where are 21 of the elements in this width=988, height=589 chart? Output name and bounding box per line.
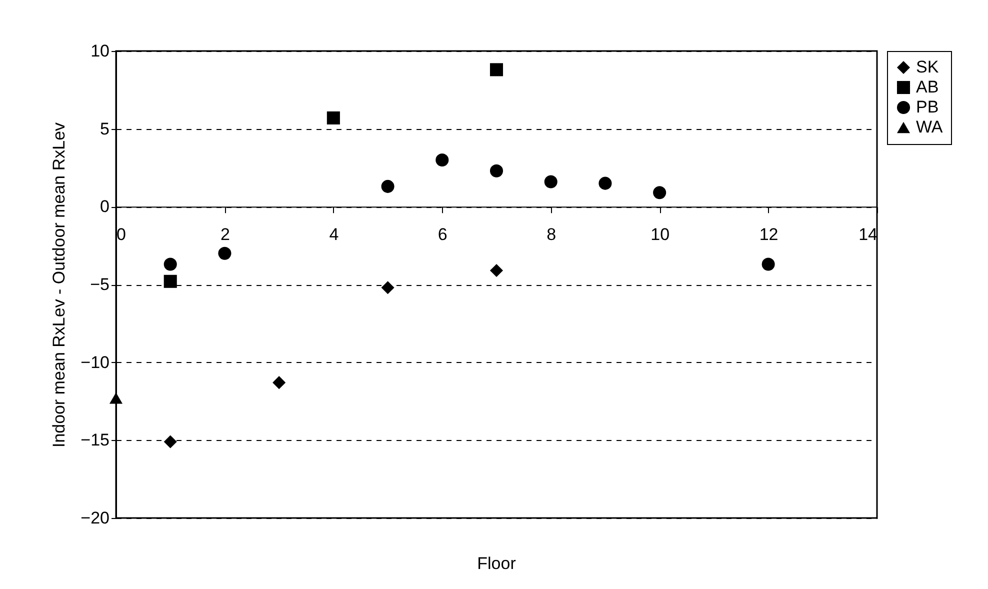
x-tick-label: 14 <box>858 225 878 244</box>
legend-label: SK <box>916 58 940 76</box>
x-tick-label: 8 <box>546 225 556 244</box>
y-tick-label: −10 <box>80 352 110 372</box>
y-tick-label: −15 <box>80 430 110 450</box>
x-tick-label: 6 <box>438 225 448 244</box>
legend-label: PB <box>916 98 939 116</box>
y-tick-label: 10 <box>90 42 110 60</box>
y-tick-label: −20 <box>80 508 110 528</box>
x-tick-label: 4 <box>329 225 339 244</box>
legend-label: AB <box>916 78 939 96</box>
x-tick-label: 2 <box>220 225 230 244</box>
x-tick-label: 0 <box>116 225 126 244</box>
y-axis-title: Indoor mean RxLev - Outdoor mean RxLev <box>50 122 69 448</box>
y-tick-label: −5 <box>90 275 110 294</box>
x-tick-label: 10 <box>650 225 670 244</box>
legend-label: WA <box>916 118 944 136</box>
y-tick-label: 0 <box>100 197 110 216</box>
y-tick-label: 5 <box>100 119 110 138</box>
x-axis-title: Floor <box>477 554 516 573</box>
x-tick-label: 12 <box>759 225 778 244</box>
